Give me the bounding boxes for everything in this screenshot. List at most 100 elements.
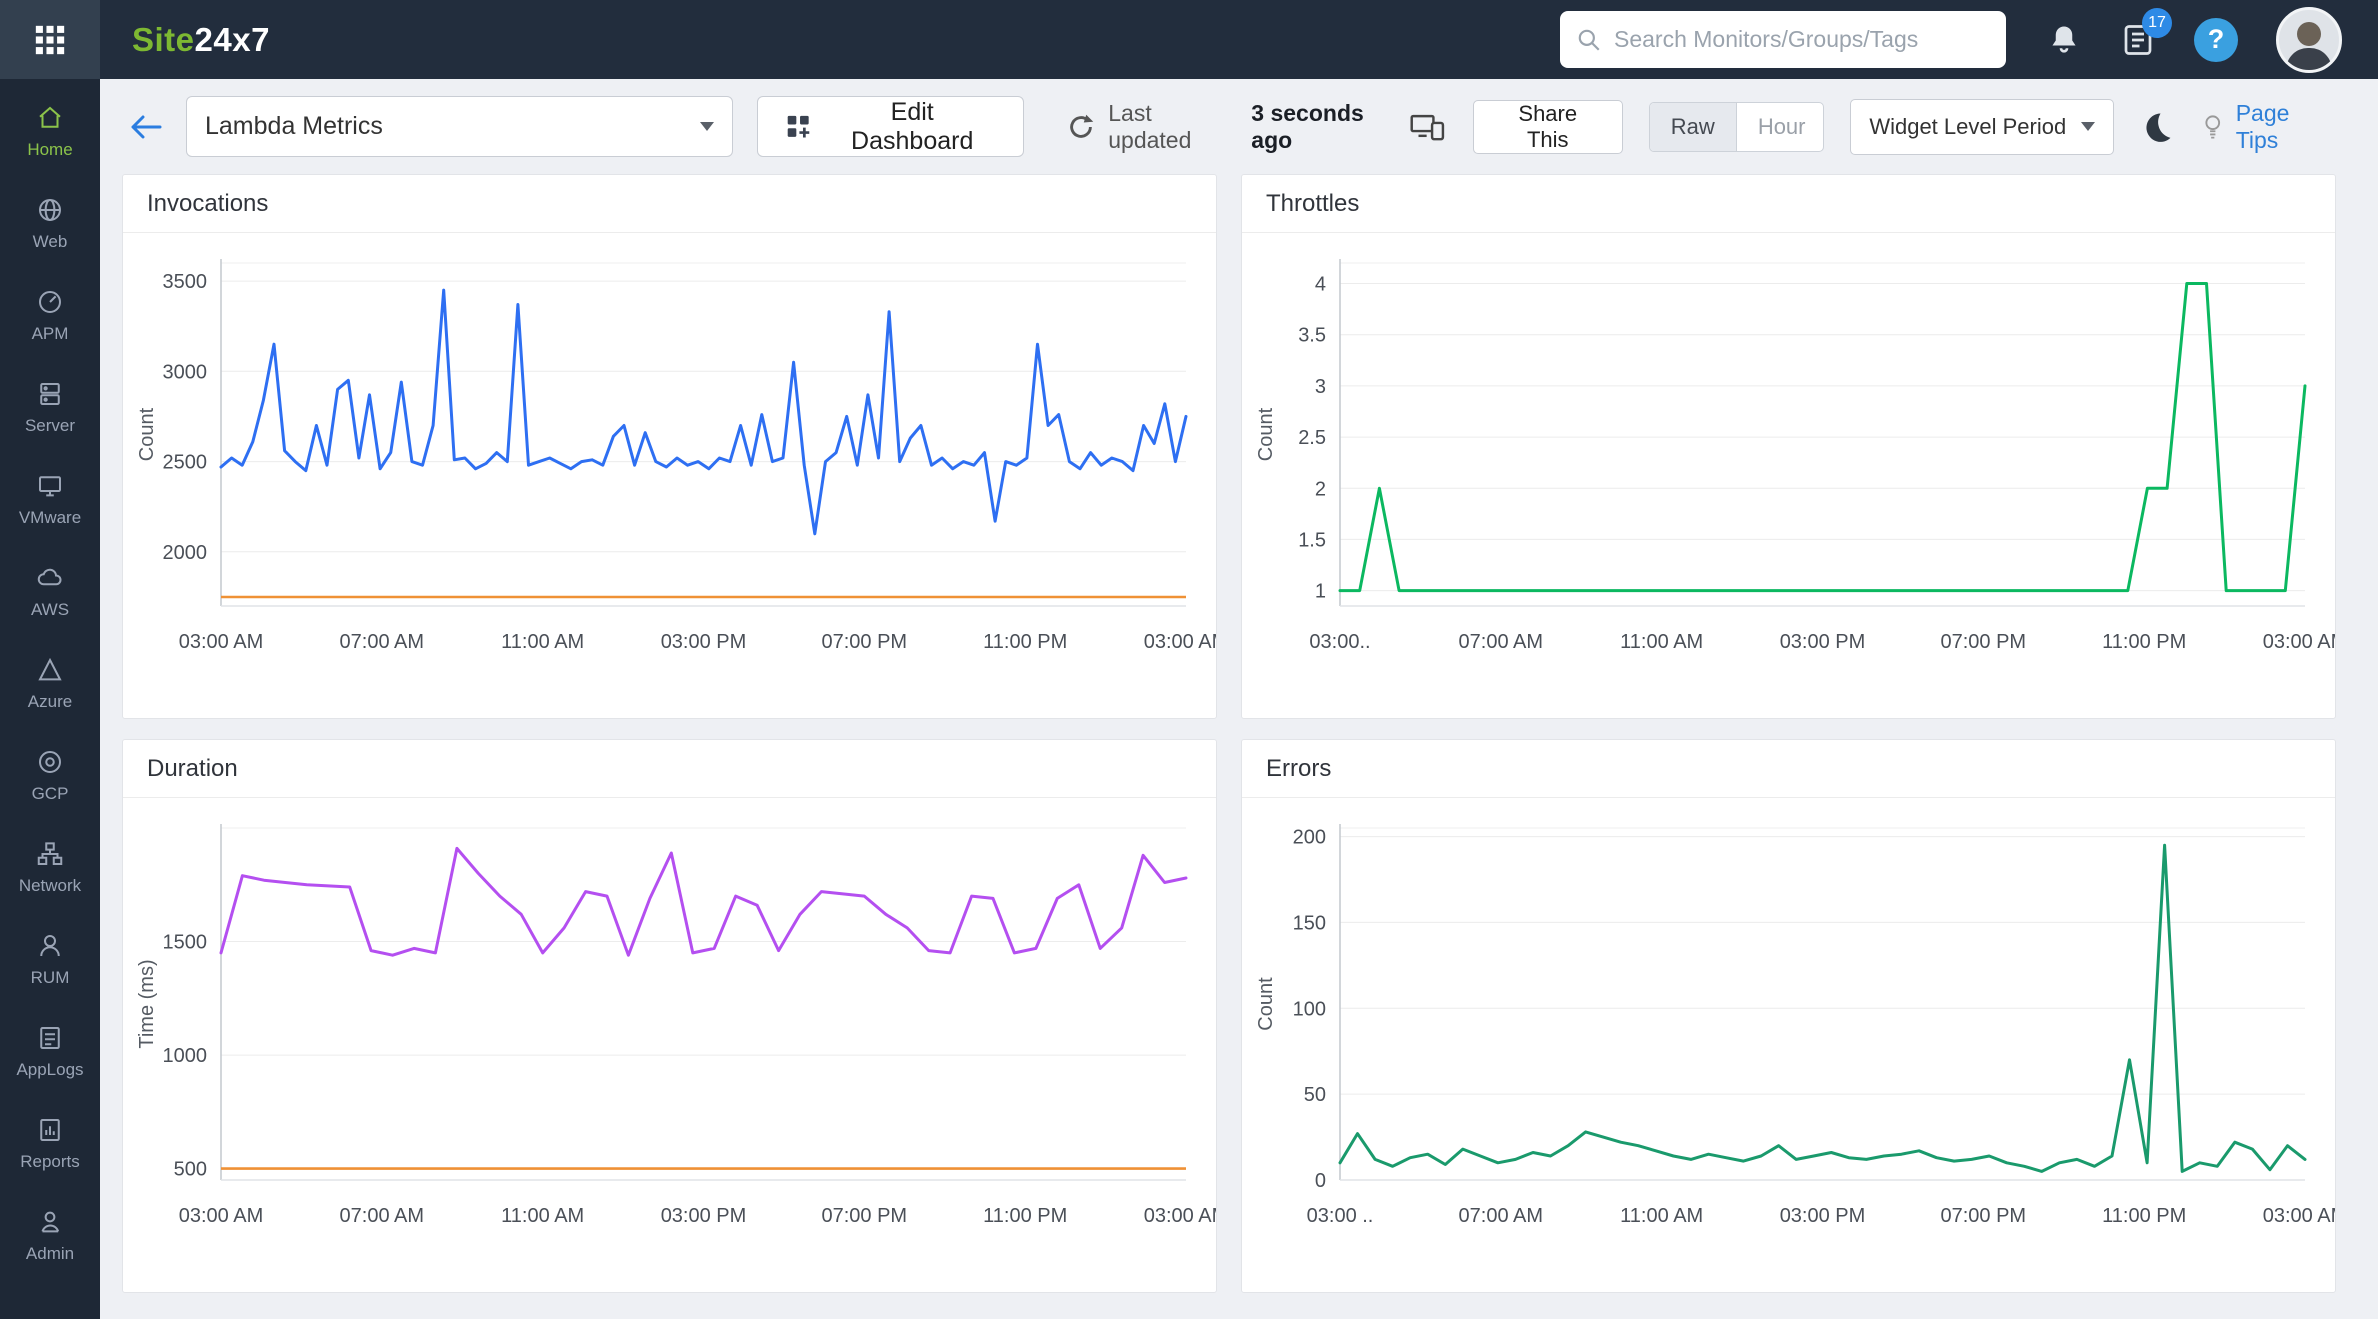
svg-text:3.5: 3.5 bbox=[1298, 325, 1326, 347]
sidebar-item-web[interactable]: Web bbox=[0, 177, 100, 269]
svg-text:11:00 PM: 11:00 PM bbox=[2102, 1205, 2186, 1227]
chevron-down-icon bbox=[2081, 122, 2096, 131]
dashboard-selector-value: Lambda Metrics bbox=[205, 112, 383, 140]
toggle-hour[interactable]: Hour bbox=[1757, 113, 1806, 139]
svg-text:Count: Count bbox=[136, 407, 158, 461]
apps-grid-button[interactable] bbox=[0, 0, 100, 79]
svg-text:200: 200 bbox=[1293, 827, 1326, 849]
home-icon bbox=[39, 106, 61, 128]
svg-text:11:00 PM: 11:00 PM bbox=[983, 1205, 1067, 1227]
sidebar-item-reports[interactable]: Reports bbox=[0, 1097, 100, 1189]
dashboard-grid-icon bbox=[787, 115, 809, 137]
topbar: Site24x7 17 ? bbox=[0, 0, 2378, 79]
back-button[interactable] bbox=[126, 110, 166, 144]
svg-text:07:00 PM: 07:00 PM bbox=[821, 1205, 907, 1227]
sidebar-item-network[interactable]: Network bbox=[0, 821, 100, 913]
svg-text:0: 0 bbox=[1315, 1170, 1326, 1192]
svg-text:3500: 3500 bbox=[163, 271, 208, 293]
svg-text:3000: 3000 bbox=[163, 361, 208, 383]
sidebar-item-label: Azure bbox=[27, 691, 73, 711]
logo-text-green: Site bbox=[132, 20, 195, 58]
invocations-chart: 2000 2500 3000 3500 03:00 AM 07:00 AM 11:00 AM… bbox=[123, 233, 1216, 718]
sidebar-item-label: Network bbox=[18, 875, 82, 895]
sidebar-item-label: GCP bbox=[31, 783, 69, 803]
tasks-icon bbox=[2124, 24, 2152, 55]
widget-title-throttles: Throttles bbox=[1242, 175, 2335, 233]
sidebar-item-label: Web bbox=[32, 231, 68, 251]
sidebar-item-azure[interactable]: Azure bbox=[0, 637, 100, 729]
share-this-button[interactable]: Share This bbox=[1472, 99, 1623, 154]
sidebar-item-gcp[interactable]: GCP bbox=[0, 729, 100, 821]
last-updated: Last updated 3 seconds ago bbox=[1066, 100, 1408, 154]
help-question-icon: ? bbox=[2207, 24, 2225, 54]
dashboard-selector[interactable]: Lambda Metrics bbox=[186, 96, 733, 157]
svg-text:2000: 2000 bbox=[163, 542, 208, 564]
cloud-icon bbox=[37, 568, 62, 585]
svg-text:Count: Count bbox=[1255, 407, 1277, 461]
svg-text:3: 3 bbox=[1315, 376, 1326, 398]
svg-text:11:00 PM: 11:00 PM bbox=[983, 631, 1067, 653]
site24x7-logo[interactable]: Site24x7 bbox=[132, 21, 270, 59]
search-input[interactable] bbox=[1614, 26, 1990, 53]
sidebar-item-vmware[interactable]: VMware bbox=[0, 453, 100, 545]
chevron-down-icon bbox=[699, 122, 714, 131]
user-avatar[interactable] bbox=[2276, 6, 2342, 73]
share-this-label: Share This bbox=[1518, 100, 1578, 152]
svg-text:100: 100 bbox=[1293, 998, 1326, 1020]
page-tips-link[interactable]: Page Tips bbox=[2200, 100, 2336, 154]
help-button[interactable]: ? bbox=[2194, 17, 2238, 62]
last-updated-label: Last updated bbox=[1108, 99, 1192, 153]
edit-dashboard-button[interactable]: Edit Dashboard bbox=[756, 96, 1025, 157]
edit-dashboard-label: Edit Dashboard bbox=[851, 97, 974, 155]
global-search[interactable] bbox=[1560, 11, 2006, 68]
toggle-raw[interactable]: Raw bbox=[1649, 102, 1737, 151]
svg-text:03:00 AM: 03:00 AM bbox=[2263, 1205, 2335, 1227]
svg-text:07:00 AM: 07:00 AM bbox=[1459, 1205, 1544, 1227]
svg-text:07:00 AM: 07:00 AM bbox=[340, 1205, 425, 1227]
azure-triangle-icon bbox=[38, 657, 62, 680]
widget-level-period-selector[interactable]: Widget Level Period bbox=[1850, 98, 2115, 155]
raw-hour-toggle: Raw Hour bbox=[1648, 101, 1825, 152]
sidebar-item-label: VMware bbox=[18, 507, 82, 527]
sidebar-item-label: AWS bbox=[30, 599, 70, 619]
dark-mode-button[interactable] bbox=[2140, 110, 2174, 144]
svg-text:1: 1 bbox=[1315, 581, 1326, 603]
tasks-button[interactable]: 17 bbox=[2120, 7, 2172, 58]
svg-text:Count: Count bbox=[1255, 977, 1277, 1031]
widget-card-invocations: Invocations 2000 2500 3000 3500 03:00 AM 07:0… bbox=[122, 174, 1217, 719]
svg-text:03:00 AM: 03:00 AM bbox=[179, 631, 264, 653]
svg-text:11:00 AM: 11:00 AM bbox=[501, 1205, 584, 1227]
back-arrow-icon bbox=[131, 115, 162, 138]
duration-chart: 500 1000 1500 03:00 AM 07:00 AM 11:00 AM 03:00… bbox=[123, 798, 1216, 1292]
sidebar-item-apm[interactable]: APM bbox=[0, 269, 100, 361]
apps-grid-icon bbox=[35, 25, 65, 54]
svg-text:11:00 AM: 11:00 AM bbox=[1620, 631, 1703, 653]
sidebar-item-admin[interactable]: Admin bbox=[0, 1189, 100, 1281]
errors-chart: 0 50 100 150 200 03:00 .. 07:00 AM 11:00 AM 03:0… bbox=[1242, 798, 2335, 1292]
globe-icon bbox=[39, 198, 61, 221]
monitor-icon bbox=[39, 475, 61, 496]
user-icon bbox=[40, 934, 60, 956]
report-chart-icon bbox=[40, 1118, 60, 1141]
svg-text:1000: 1000 bbox=[163, 1045, 208, 1067]
svg-text:03:00 PM: 03:00 PM bbox=[661, 631, 747, 653]
widget-title-errors: Errors bbox=[1242, 740, 2335, 798]
devices-view-button[interactable] bbox=[1409, 110, 1447, 144]
widget-title-duration: Duration bbox=[123, 740, 1216, 798]
search-icon bbox=[1578, 29, 1600, 51]
widget-card-errors: Errors 0 50 100 150 200 03:00 .. 07:00 AM 11:00… bbox=[1241, 739, 2336, 1293]
alerts-bell-button[interactable] bbox=[2046, 22, 2082, 58]
refresh-button[interactable] bbox=[1066, 112, 1096, 142]
widget-title-invocations: Invocations bbox=[123, 175, 1216, 233]
sidebar-item-aws[interactable]: AWS bbox=[0, 545, 100, 637]
sidebar-item-applogs[interactable]: AppLogs bbox=[0, 1005, 100, 1097]
sidebar-item-home[interactable]: Home bbox=[0, 85, 100, 177]
gauge-icon bbox=[39, 290, 61, 313]
svg-text:03:00 AM: 03:00 AM bbox=[1144, 631, 1216, 653]
sidebar-item-label: RUM bbox=[30, 967, 70, 987]
sidebar-item-server[interactable]: Server bbox=[0, 361, 100, 453]
sidebar-item-rum[interactable]: RUM bbox=[0, 913, 100, 1005]
server-icon bbox=[40, 382, 60, 405]
avatar-body-shape bbox=[2286, 47, 2332, 70]
svg-text:150: 150 bbox=[1293, 912, 1326, 934]
